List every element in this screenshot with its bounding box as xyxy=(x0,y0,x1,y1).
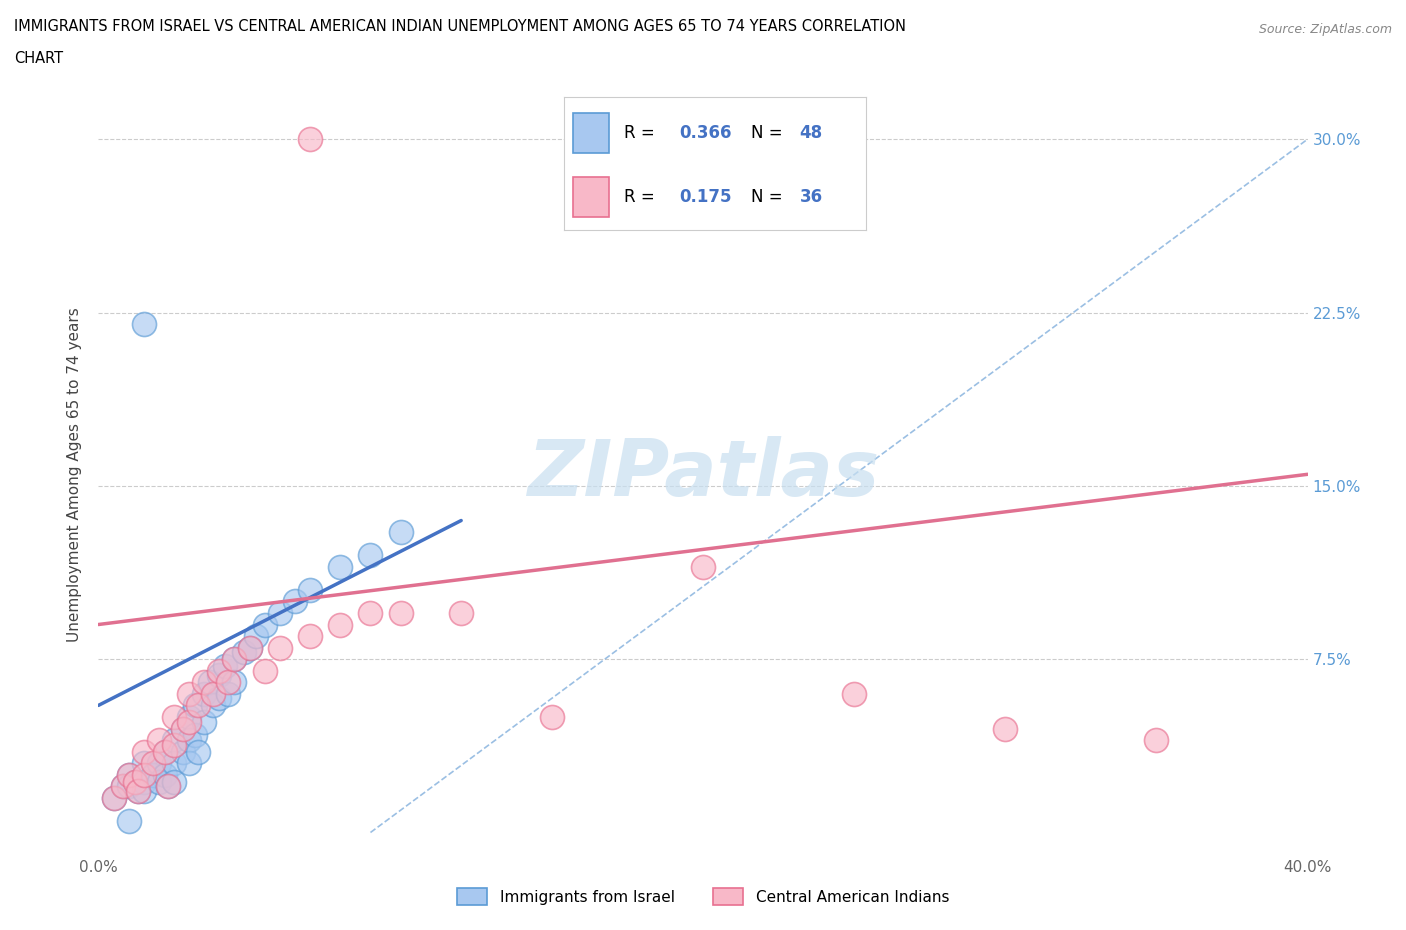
Point xyxy=(132,767,155,782)
Point xyxy=(239,640,262,655)
Point xyxy=(202,698,225,712)
Point xyxy=(184,698,207,712)
Point xyxy=(217,686,239,701)
Point xyxy=(214,658,236,673)
Point xyxy=(163,733,186,748)
Point xyxy=(163,774,186,789)
Point xyxy=(217,675,239,690)
Point xyxy=(193,675,215,690)
Point xyxy=(184,728,207,743)
Point xyxy=(224,652,246,667)
Point xyxy=(111,778,134,793)
Point xyxy=(118,767,141,782)
Point xyxy=(245,629,267,644)
Point xyxy=(253,663,276,678)
Point xyxy=(692,559,714,574)
Point xyxy=(208,668,231,683)
Point xyxy=(156,778,179,793)
Point xyxy=(142,767,165,782)
Point xyxy=(299,582,322,597)
Point xyxy=(239,640,262,655)
Point xyxy=(540,710,562,724)
Point xyxy=(224,675,246,690)
Point xyxy=(193,686,215,701)
Point xyxy=(360,548,382,563)
Point xyxy=(389,605,412,620)
Point xyxy=(127,783,149,798)
Point xyxy=(179,710,201,724)
Point xyxy=(148,774,170,789)
Point xyxy=(172,721,194,736)
Text: Source: ZipAtlas.com: Source: ZipAtlas.com xyxy=(1258,23,1392,36)
Point xyxy=(208,691,231,706)
Point xyxy=(269,605,291,620)
Point xyxy=(132,316,155,331)
Point xyxy=(118,767,141,782)
Y-axis label: Unemployment Among Ages 65 to 74 years: Unemployment Among Ages 65 to 74 years xyxy=(67,307,83,642)
Point xyxy=(193,714,215,729)
Point xyxy=(179,714,201,729)
Legend: Immigrants from Israel, Central American Indians: Immigrants from Israel, Central American… xyxy=(450,880,956,913)
Point xyxy=(163,756,186,771)
Point xyxy=(172,721,194,736)
Point xyxy=(179,733,201,748)
Point xyxy=(132,783,155,798)
Point xyxy=(124,774,146,789)
Point xyxy=(118,814,141,829)
Text: CHART: CHART xyxy=(14,51,63,66)
Point xyxy=(179,686,201,701)
Point xyxy=(187,698,209,712)
Point xyxy=(284,594,307,609)
Point xyxy=(269,640,291,655)
Point xyxy=(224,652,246,667)
Point xyxy=(142,756,165,771)
Point xyxy=(179,756,201,771)
Point xyxy=(389,525,412,539)
Point xyxy=(994,721,1017,736)
Point xyxy=(153,744,176,759)
Point xyxy=(103,790,125,805)
Point xyxy=(329,559,352,574)
Point xyxy=(127,783,149,798)
Point xyxy=(844,686,866,701)
Point xyxy=(156,778,179,793)
Point xyxy=(1144,733,1167,748)
Point xyxy=(360,605,382,620)
Point xyxy=(253,618,276,632)
Point xyxy=(111,778,134,793)
Point xyxy=(153,744,176,759)
Point xyxy=(299,132,322,147)
Point xyxy=(200,675,222,690)
Point xyxy=(148,756,170,771)
Point xyxy=(187,744,209,759)
Point xyxy=(153,767,176,782)
Point xyxy=(329,618,352,632)
Text: ZIPatlas: ZIPatlas xyxy=(527,436,879,512)
Point xyxy=(118,778,141,793)
Point xyxy=(202,686,225,701)
Point xyxy=(172,744,194,759)
Point xyxy=(299,629,322,644)
Point xyxy=(124,774,146,789)
Point xyxy=(132,756,155,771)
Point xyxy=(103,790,125,805)
Point xyxy=(232,644,254,659)
Point xyxy=(148,733,170,748)
Point xyxy=(132,744,155,759)
Point xyxy=(163,710,186,724)
Point xyxy=(163,737,186,752)
Point xyxy=(132,774,155,789)
Point xyxy=(208,663,231,678)
Text: IMMIGRANTS FROM ISRAEL VS CENTRAL AMERICAN INDIAN UNEMPLOYMENT AMONG AGES 65 TO : IMMIGRANTS FROM ISRAEL VS CENTRAL AMERIC… xyxy=(14,19,905,33)
Point xyxy=(450,605,472,620)
